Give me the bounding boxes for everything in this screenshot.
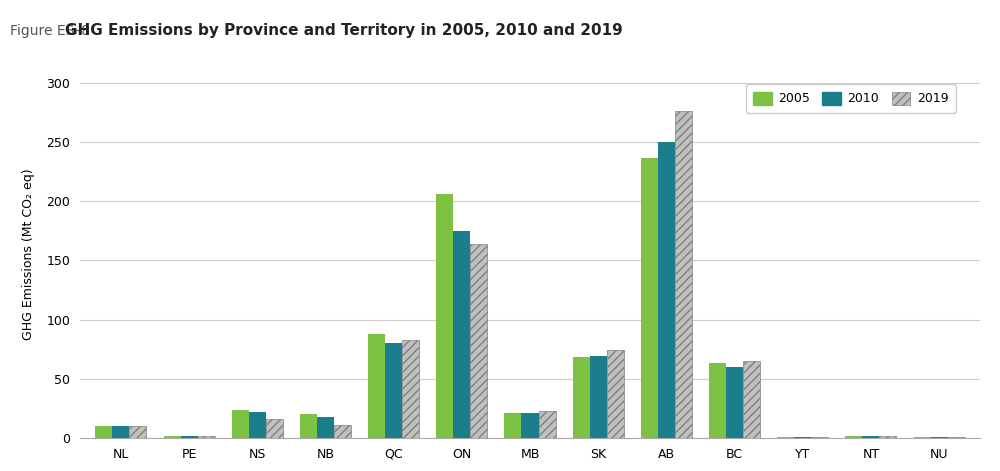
Bar [164, 436, 181, 438]
Bar [385, 343, 402, 438]
Bar [862, 436, 879, 438]
Bar [709, 363, 726, 438]
Bar [436, 194, 453, 438]
Bar [112, 426, 129, 438]
Bar [249, 412, 266, 438]
Bar [845, 436, 862, 438]
Bar [675, 111, 692, 438]
Bar [95, 426, 112, 438]
Bar [658, 142, 675, 438]
Bar [334, 425, 351, 438]
Bar [590, 356, 607, 438]
Bar [879, 436, 896, 438]
Bar [607, 350, 624, 438]
Text: GHG Emissions by Province and Territory in 2005, 2010 and 2019: GHG Emissions by Province and Territory … [65, 23, 623, 38]
Bar [641, 158, 658, 438]
Bar [453, 231, 470, 438]
Bar [726, 367, 743, 438]
Bar [521, 413, 539, 438]
Bar [539, 411, 556, 438]
Legend: 2005, 2010, 2019: 2005, 2010, 2019 [746, 84, 956, 113]
Bar [198, 436, 215, 438]
Bar [266, 419, 283, 438]
Text: Figure ES–8: Figure ES–8 [10, 24, 99, 38]
Bar [232, 410, 249, 438]
Bar [573, 357, 590, 438]
Bar [402, 340, 419, 438]
Bar [129, 426, 146, 438]
Bar [504, 413, 521, 438]
Bar [743, 361, 760, 438]
Bar [368, 334, 385, 438]
Bar [300, 414, 317, 438]
Bar [181, 436, 198, 438]
Bar [470, 244, 487, 438]
Y-axis label: GHG Emissions (Mt CO₂ eq): GHG Emissions (Mt CO₂ eq) [22, 169, 35, 340]
Bar [317, 417, 334, 438]
